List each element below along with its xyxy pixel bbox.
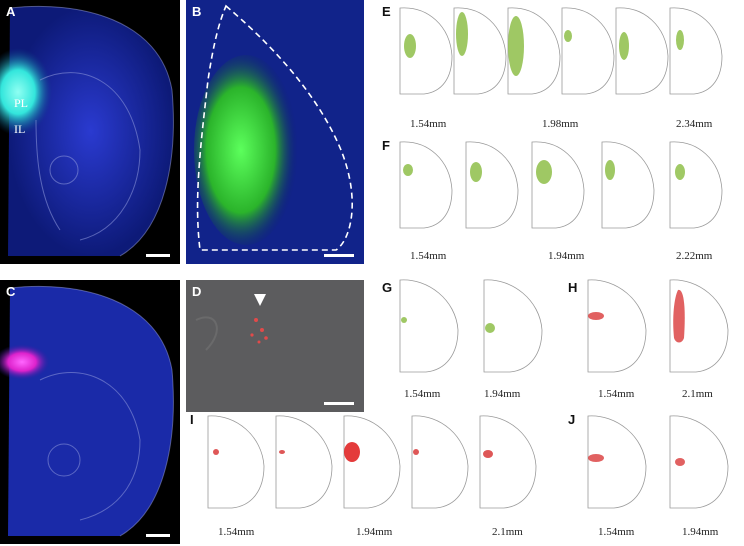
panel-g-label: G xyxy=(382,280,393,295)
panel-b-label: B xyxy=(192,4,202,19)
panel-h-level-1: 1.54mm xyxy=(598,388,635,400)
panel-b-micrograph: B xyxy=(186,0,364,264)
panel-g-level-2: 1.94mm xyxy=(484,388,521,400)
panel-h-level-2: 2.1mm xyxy=(682,388,713,400)
panel-c-micrograph: C xyxy=(0,280,180,544)
panel-i-atlas-row xyxy=(206,414,546,512)
panel-i-level-3: 2.1mm xyxy=(492,526,523,538)
panel-e-atlas-row xyxy=(398,6,738,96)
panel-h-label: H xyxy=(568,280,578,295)
panel-j-label: J xyxy=(568,412,576,427)
panel-j-atlas-row xyxy=(586,414,740,512)
panel-d-label: D xyxy=(192,284,202,299)
panel-c-label: C xyxy=(6,284,16,299)
panel-j-level-2: 1.94mm xyxy=(682,526,719,538)
panel-g-atlas-row xyxy=(398,278,568,374)
panel-a-label: A xyxy=(6,4,16,19)
panel-i-label: I xyxy=(190,412,194,427)
panel-i-level-1: 1.54mm xyxy=(218,526,255,538)
panel-g-level-1: 1.54mm xyxy=(404,388,441,400)
panel-f-level-2: 1.94mm xyxy=(548,250,585,262)
panel-j-level-1: 1.54mm xyxy=(598,526,635,538)
panel-f-atlas-row xyxy=(398,140,738,232)
panel-e-label: E xyxy=(382,4,391,19)
panel-a-micrograph: A PL IL xyxy=(0,0,180,264)
panel-e-level-3: 2.34mm xyxy=(676,118,713,130)
panel-i-level-2: 1.94mm xyxy=(356,526,393,538)
panel-d-micrograph: D xyxy=(186,280,364,412)
panel-e-level-2: 1.98mm xyxy=(542,118,579,130)
region-il-label: IL xyxy=(14,122,26,136)
panel-e-level-1: 1.54mm xyxy=(410,118,447,130)
panel-f-level-1: 1.54mm xyxy=(410,250,447,262)
panel-f-level-3: 2.22mm xyxy=(676,250,713,262)
panel-h-atlas-row xyxy=(586,278,740,374)
panel-f-label: F xyxy=(382,138,390,153)
arrowhead-icon xyxy=(254,294,266,306)
region-pl-label: PL xyxy=(14,96,29,110)
